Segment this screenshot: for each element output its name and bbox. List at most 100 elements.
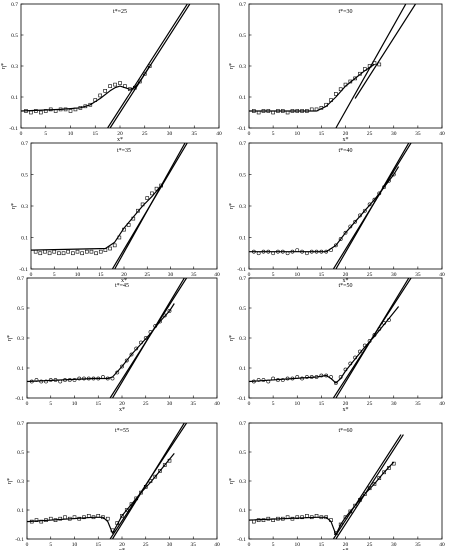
data-point [382, 470, 386, 475]
y-tick-label: 0.7 [21, 141, 28, 147]
x-tick-label: 35 [191, 542, 197, 548]
series-line [109, 278, 188, 398]
y-tick-label: 0.3 [17, 336, 24, 342]
data-point [47, 251, 52, 256]
x-axis-label: x* [343, 407, 349, 413]
chart-panel: 0 5 10 15 20 25 30 35 40 -0.1 0.1 0.3 0.5 0.7 x* η* t*=4… [7, 276, 220, 413]
y-tick-label: 0.7 [239, 276, 246, 282]
x-tick-label: 25 [142, 131, 148, 137]
data-point [333, 381, 338, 385]
y-tick-label: 0.7 [17, 276, 24, 282]
data-point [112, 243, 117, 248]
data-point [57, 251, 61, 256]
x-tick-label: 35 [191, 272, 197, 278]
data-point [103, 89, 107, 93]
x-tick-label: 30 [391, 272, 397, 278]
data-point [38, 110, 43, 115]
plot-area [31, 143, 188, 269]
y-axis-label: η* [229, 478, 235, 484]
data-point [353, 503, 357, 508]
plot-area [249, 278, 412, 398]
x-tick-label: 30 [391, 542, 397, 548]
data-point [75, 249, 80, 254]
x-tick-label: 25 [145, 272, 151, 278]
plot-area [27, 278, 188, 398]
y-tick-label: 0.3 [17, 479, 24, 485]
y-tick-label: -0.1 [237, 396, 246, 402]
x-tick-label: 10 [72, 401, 78, 407]
x-tick-label: 20 [119, 401, 125, 407]
panel-title: t*=50 [338, 283, 352, 289]
plot-area [21, 4, 191, 128]
y-tick-label: -0.1 [9, 126, 18, 132]
x-axis-label: x* [343, 548, 349, 550]
data-point [108, 246, 112, 251]
y-axis-label: η* [229, 335, 235, 341]
y-tick-label: -0.1 [237, 126, 246, 132]
x-tick-label: 40 [439, 131, 445, 137]
x-tick-label: 40 [439, 272, 445, 278]
y-axis-label: η* [11, 203, 17, 209]
x-tick-label: 5 [272, 401, 275, 407]
data-point [124, 358, 129, 363]
x-tick-label: 5 [272, 131, 275, 137]
x-tick-label: 10 [72, 542, 78, 548]
x-tick-label: 15 [319, 542, 325, 548]
x-tick-label: 5 [49, 542, 52, 548]
data-point [71, 251, 75, 256]
data-point [66, 249, 70, 254]
x-tick-label: 20 [343, 401, 349, 407]
x-tick-label: 25 [367, 272, 373, 278]
x-axis-label: x* [119, 407, 125, 413]
data-point [372, 482, 377, 486]
x-tick-label: 20 [121, 272, 127, 278]
data-point [33, 249, 38, 254]
x-tick-label: 20 [117, 131, 123, 137]
data-point [98, 93, 102, 98]
panel-title: t*=55 [115, 428, 129, 434]
data-point [142, 71, 147, 76]
series-line [109, 4, 191, 128]
data-point [158, 469, 162, 473]
data-point [338, 237, 343, 241]
data-point [94, 251, 98, 256]
x-tick-label: 40 [216, 131, 222, 137]
plot-area [249, 143, 412, 269]
series-line [249, 166, 400, 253]
series-line [21, 65, 151, 112]
x-tick-label: 15 [96, 401, 102, 407]
y-tick-label: 0.5 [21, 173, 28, 179]
panel-title: t*=40 [338, 148, 352, 154]
y-tick-label: 0.1 [17, 508, 24, 514]
x-tick-label: 5 [49, 401, 52, 407]
x-tick-label: 35 [415, 401, 421, 407]
x-tick-label: 30 [167, 131, 173, 137]
y-axis-label: η* [1, 63, 7, 69]
y-tick-label: 0.5 [11, 33, 18, 39]
data-point [280, 378, 285, 382]
data-point [120, 364, 124, 369]
y-tick-label: -0.1 [15, 537, 24, 543]
data-point [377, 62, 382, 67]
x-tick-label: 35 [192, 131, 198, 137]
plot-area [27, 423, 188, 539]
panel-title: t*=25 [113, 9, 127, 15]
y-tick-label: 0.7 [11, 2, 18, 8]
x-tick-label: 30 [167, 401, 173, 407]
y-tick-label: 0.3 [239, 64, 246, 70]
data-point [61, 251, 66, 256]
data-point [334, 92, 338, 96]
x-tick-label: 35 [415, 272, 421, 278]
y-tick-label: 0.7 [239, 141, 246, 147]
x-tick-label: 20 [343, 542, 349, 548]
x-tick-label: 40 [439, 542, 445, 548]
data-point [343, 230, 348, 235]
data-point [353, 76, 357, 81]
data-point [44, 379, 48, 384]
data-point [118, 81, 122, 85]
x-axis-label: x* [121, 278, 127, 284]
x-tick-label: 0 [26, 542, 29, 548]
data-point [29, 110, 33, 115]
y-tick-label: 0.7 [17, 421, 24, 427]
